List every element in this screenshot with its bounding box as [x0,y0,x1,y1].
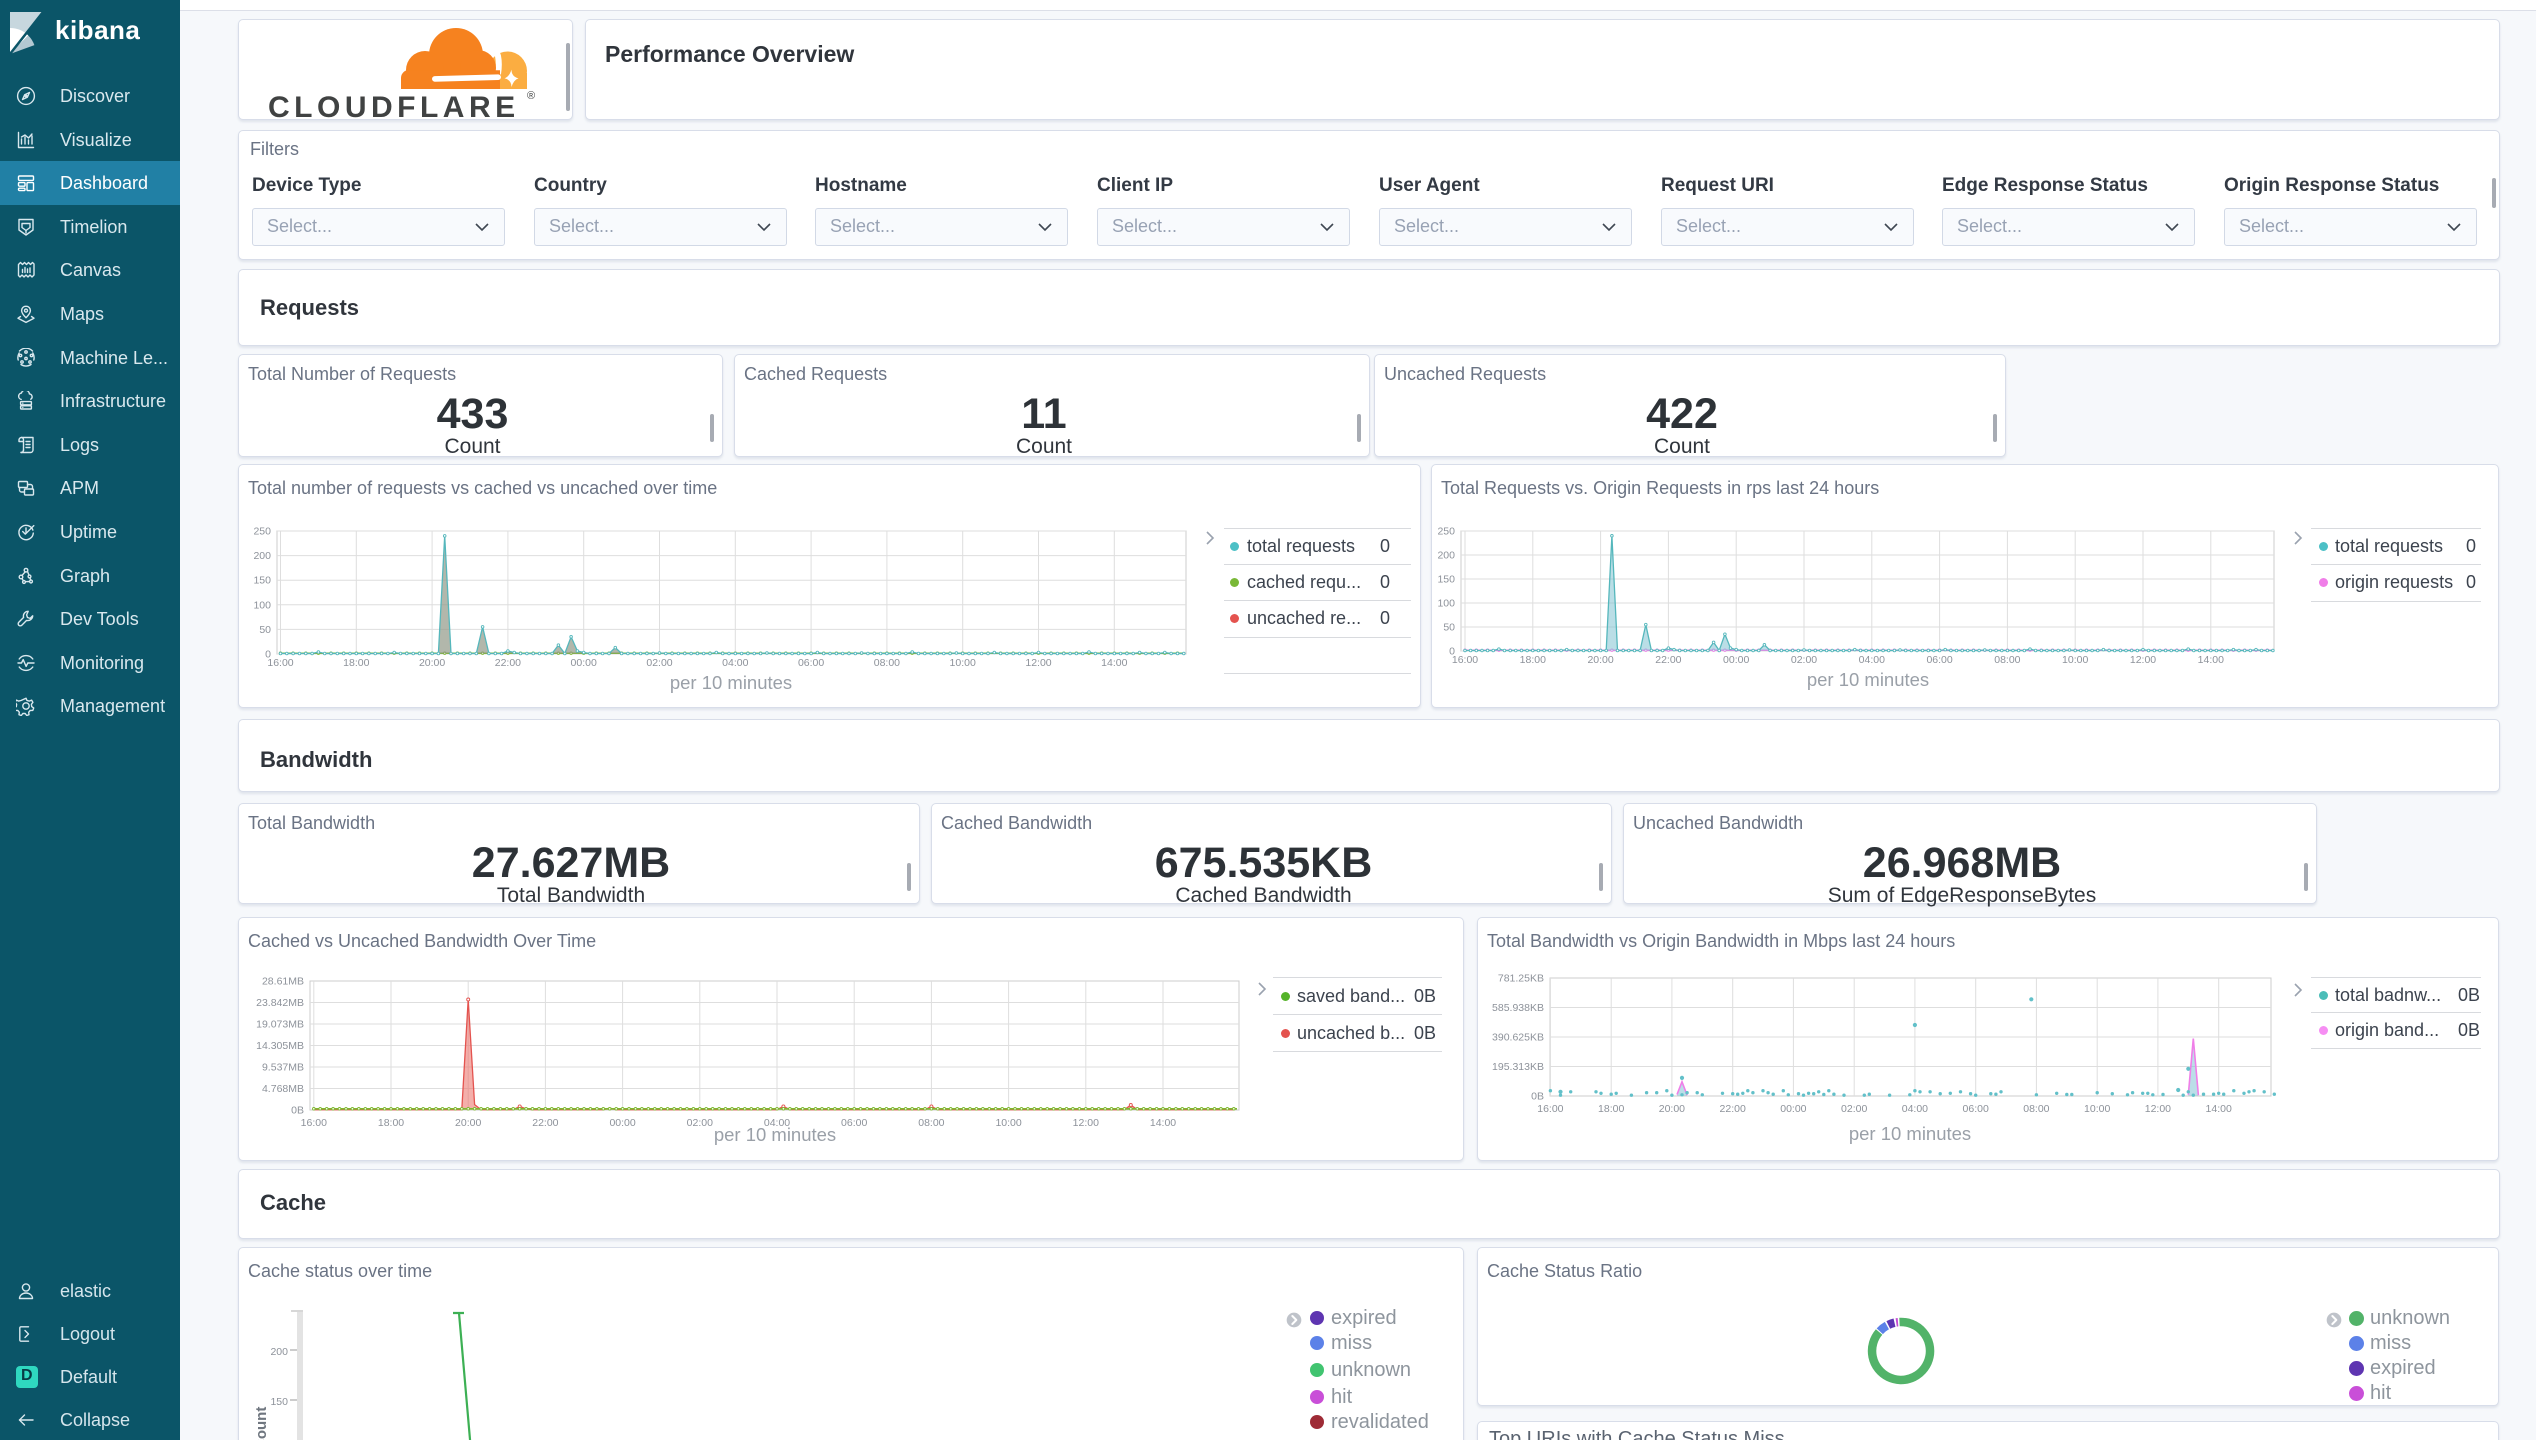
svg-text:14:00: 14:00 [2198,654,2224,666]
svg-text:10:00: 10:00 [950,657,976,669]
svg-text:12:00: 12:00 [1025,657,1051,669]
svg-text:250: 250 [1437,526,1455,538]
svg-text:22:00: 22:00 [1655,654,1681,666]
svg-text:195.313KB: 195.313KB [1492,1061,1544,1073]
svg-text:20:00: 20:00 [1659,1103,1685,1115]
svg-text:18:00: 18:00 [343,657,369,669]
svg-text:10:00: 10:00 [995,1117,1021,1129]
svg-text:0B: 0B [1531,1091,1544,1103]
svg-text:16:00: 16:00 [1452,654,1478,666]
svg-text:04:00: 04:00 [722,657,748,669]
svg-text:04:00: 04:00 [1902,1103,1928,1115]
svg-text:06:00: 06:00 [841,1117,867,1129]
svg-text:150: 150 [270,1396,288,1408]
svg-text:22:00: 22:00 [1720,1103,1746,1115]
svg-text:00:00: 00:00 [1780,1103,1806,1115]
svg-text:20:00: 20:00 [419,657,445,669]
svg-text:00:00: 00:00 [609,1117,635,1129]
svg-text:4.768MB: 4.768MB [262,1083,304,1095]
svg-text:10:00: 10:00 [2084,1103,2110,1115]
svg-text:14:00: 14:00 [1150,1117,1176,1129]
svg-text:16:00: 16:00 [1537,1103,1563,1115]
svg-text:100: 100 [253,599,271,611]
svg-text:04:00: 04:00 [764,1117,790,1129]
svg-text:28.61MB: 28.61MB [262,976,304,988]
svg-text:08:00: 08:00 [1994,654,2020,666]
svg-text:10:00: 10:00 [2062,654,2088,666]
svg-text:14.305MB: 14.305MB [256,1040,304,1052]
svg-text:02:00: 02:00 [1791,654,1817,666]
svg-text:14:00: 14:00 [2206,1103,2232,1115]
svg-text:08:00: 08:00 [874,657,900,669]
svg-text:12:00: 12:00 [2130,654,2156,666]
svg-text:0: 0 [265,649,271,661]
svg-text:200: 200 [253,550,271,562]
svg-text:23.842MB: 23.842MB [256,997,304,1009]
svg-text:781.25KB: 781.25KB [1498,973,1544,985]
svg-text:per 10 minutes: per 10 minutes [670,672,792,693]
svg-text:250: 250 [253,526,271,538]
svg-text:20:00: 20:00 [455,1117,481,1129]
svg-text:22:00: 22:00 [532,1117,558,1129]
svg-text:06:00: 06:00 [1926,654,1952,666]
svg-text:06:00: 06:00 [1963,1103,1989,1115]
svg-text:08:00: 08:00 [2023,1103,2049,1115]
svg-text:per 10 minutes: per 10 minutes [714,1124,836,1145]
svg-text:06:00: 06:00 [798,657,824,669]
svg-text:0: 0 [1449,646,1455,658]
svg-text:02:00: 02:00 [646,657,672,669]
svg-text:16:00: 16:00 [267,657,293,669]
svg-text:200: 200 [270,1346,288,1358]
svg-text:22:00: 22:00 [495,657,521,669]
svg-text:9.537MB: 9.537MB [262,1062,304,1074]
svg-text:150: 150 [253,575,271,587]
svg-text:19.073MB: 19.073MB [256,1019,304,1031]
svg-text:20:00: 20:00 [1587,654,1613,666]
svg-text:08:00: 08:00 [918,1117,944,1129]
svg-text:per 10 minutes: per 10 minutes [1849,1123,1971,1144]
svg-text:00:00: 00:00 [571,657,597,669]
svg-text:585.938KB: 585.938KB [1492,1002,1544,1014]
svg-text:04:00: 04:00 [1859,654,1885,666]
svg-text:18:00: 18:00 [378,1117,404,1129]
svg-text:02:00: 02:00 [1841,1103,1867,1115]
svg-text:18:00: 18:00 [1598,1103,1624,1115]
svg-text:50: 50 [1443,622,1455,634]
svg-text:00:00: 00:00 [1723,654,1749,666]
svg-text:12:00: 12:00 [1073,1117,1099,1129]
svg-text:100: 100 [1437,598,1455,610]
svg-text:02:00: 02:00 [687,1117,713,1129]
svg-text:per 10 minutes: per 10 minutes [1807,669,1929,690]
svg-text:0B: 0B [291,1105,304,1117]
svg-text:18:00: 18:00 [1520,654,1546,666]
svg-text:14:00: 14:00 [1101,657,1127,669]
svg-text:390.625KB: 390.625KB [1492,1032,1544,1044]
svg-text:150: 150 [1437,574,1455,586]
svg-text:200: 200 [1437,550,1455,562]
svg-text:50: 50 [259,624,271,636]
svg-text:16:00: 16:00 [301,1117,327,1129]
svg-text:12:00: 12:00 [2145,1103,2171,1115]
